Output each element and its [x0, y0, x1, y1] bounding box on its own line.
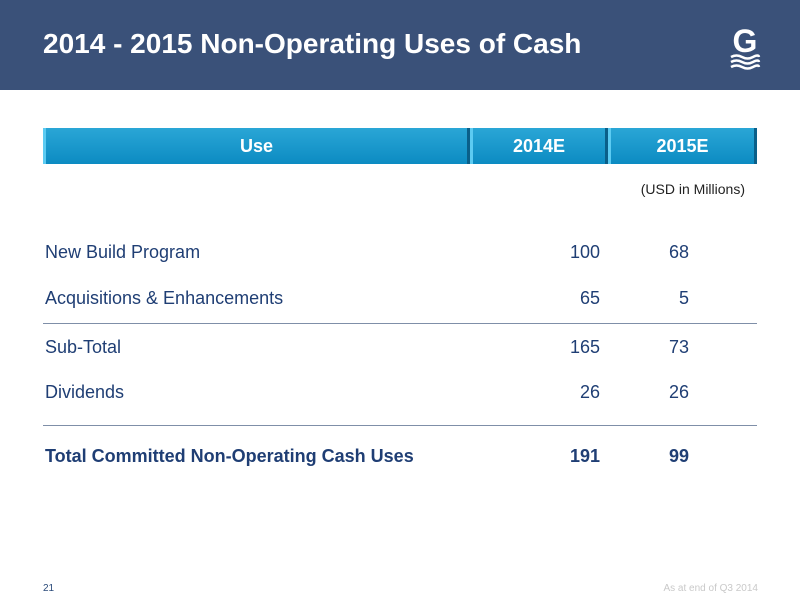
row-label: Total Committed Non-Operating Cash Uses: [45, 446, 414, 466]
footnote: As at end of Q3 2014: [663, 583, 758, 594]
value-2015e: 26: [668, 382, 689, 402]
table-row: Sub-Total 165 73: [45, 337, 755, 361]
logo-letter: G: [733, 24, 758, 59]
table-row: Acquisitions & Enhancements 65 5: [45, 288, 755, 312]
table-row-total: Total Committed Non-Operating Cash Uses …: [45, 446, 755, 470]
value-2015e: 73: [668, 337, 689, 357]
table-header: Use 2014E 2015E: [43, 128, 757, 164]
header-2014e: 2014E: [470, 128, 608, 164]
company-logo-icon: G: [728, 23, 762, 70]
row-label: Sub-Total: [45, 337, 122, 357]
value-2014e: 100: [569, 242, 600, 262]
value-2014e: 191: [569, 446, 600, 466]
value-2014e: 26: [579, 382, 600, 402]
value-2015e: 99: [668, 446, 689, 466]
row-label: New Build Program: [45, 242, 201, 262]
table-row: Dividends 26 26: [45, 382, 755, 406]
header-use: Use: [43, 128, 470, 164]
value-2014e: 65: [579, 288, 600, 308]
header-2015e: 2015E: [608, 128, 757, 164]
title-bar: 2014 - 2015 Non-Operating Uses of Cash G: [0, 0, 800, 90]
table-row: New Build Program 100 68: [45, 242, 755, 266]
page-number: 21: [43, 583, 55, 594]
slide-title: 2014 - 2015 Non-Operating Uses of Cash: [43, 28, 582, 59]
units-note: (USD in Millions): [640, 181, 745, 197]
row-label: Acquisitions & Enhancements: [45, 288, 284, 308]
subtotal-divider: [43, 323, 757, 324]
value-2015e: 5: [678, 288, 689, 308]
row-label: Dividends: [45, 382, 125, 402]
total-divider: [43, 425, 757, 426]
value-2014e: 165: [569, 337, 600, 357]
value-2015e: 68: [668, 242, 689, 262]
